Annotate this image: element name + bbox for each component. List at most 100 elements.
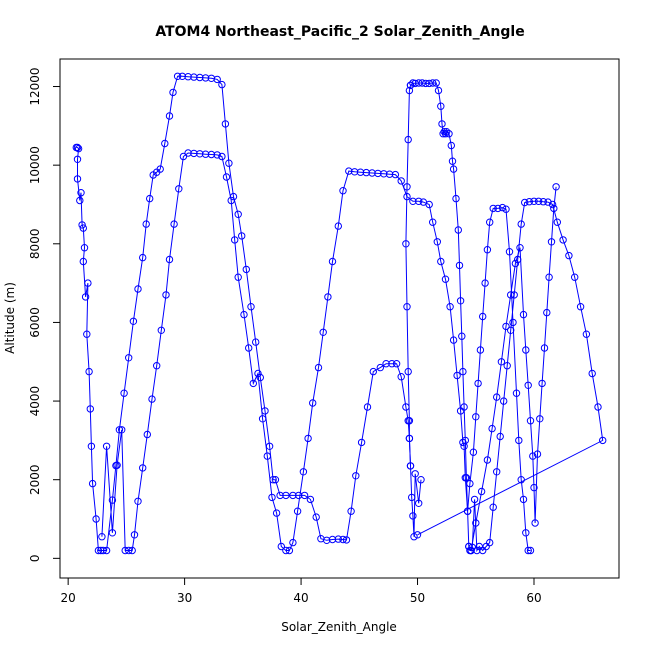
data-point	[73, 143, 82, 152]
data-point	[507, 326, 515, 334]
data-point	[467, 546, 475, 555]
data-point	[247, 303, 255, 311]
data-point	[84, 279, 92, 287]
data-point	[454, 226, 462, 234]
data-point	[410, 533, 418, 541]
data-point	[357, 438, 366, 447]
data-point	[277, 542, 285, 551]
data-point	[391, 170, 400, 179]
y-tick-label: 6000	[28, 307, 42, 338]
data-point	[87, 442, 96, 450]
data-point	[170, 220, 178, 228]
data-point	[408, 493, 416, 502]
data-point	[409, 512, 417, 520]
data-point	[489, 503, 497, 511]
data-point	[79, 224, 88, 232]
data-point	[312, 513, 320, 521]
data-point	[240, 310, 248, 319]
series-3	[406, 79, 607, 555]
data-point	[328, 257, 337, 266]
data-point	[449, 336, 458, 344]
data-point	[417, 476, 425, 484]
series-2	[98, 149, 535, 555]
y-tick-label: 2000	[28, 464, 42, 495]
data-point	[483, 456, 492, 464]
data-point	[184, 149, 192, 157]
data-point	[517, 220, 525, 228]
data-point	[404, 135, 412, 144]
data-point	[441, 275, 450, 283]
data-point	[512, 389, 521, 397]
data-point	[218, 152, 226, 161]
data-point	[225, 159, 233, 167]
data-point	[397, 373, 405, 381]
data-point	[282, 491, 290, 500]
data-point	[388, 360, 396, 368]
data-point	[249, 379, 258, 388]
data-point	[522, 529, 530, 537]
data-point	[125, 354, 133, 362]
data-point	[505, 248, 514, 256]
data-point	[222, 173, 231, 181]
data-point	[425, 79, 433, 88]
data-point	[139, 464, 147, 472]
data-point	[477, 487, 486, 496]
data-point	[142, 220, 150, 228]
data-point	[148, 395, 156, 403]
data-point	[362, 168, 370, 177]
data-point	[213, 151, 221, 159]
data-point	[403, 303, 411, 311]
data-point	[285, 546, 294, 555]
data-point	[456, 297, 465, 305]
data-point	[486, 218, 494, 226]
data-point	[304, 434, 312, 443]
data-point	[529, 452, 537, 460]
series-line	[405, 85, 411, 466]
data-point	[449, 165, 458, 173]
data-point	[129, 317, 138, 325]
data-point	[476, 346, 485, 354]
data-point	[231, 236, 239, 244]
data-point	[472, 519, 480, 527]
data-point	[271, 476, 280, 484]
x-tick-label: 30	[177, 591, 192, 605]
data-point	[165, 112, 174, 120]
data-point	[543, 308, 551, 317]
data-point	[550, 204, 558, 213]
data-point	[493, 393, 501, 401]
data-point	[99, 546, 107, 555]
data-point	[418, 79, 426, 87]
data-point	[80, 244, 89, 252]
data-point	[526, 417, 535, 425]
data-point	[458, 332, 466, 340]
data-point	[245, 344, 253, 352]
data-point	[175, 185, 183, 193]
data-point	[94, 546, 103, 555]
y-tick-label: 0	[28, 555, 42, 563]
data-point	[469, 448, 478, 456]
data-point	[376, 363, 384, 372]
data-point	[380, 170, 388, 178]
data-point	[392, 360, 401, 368]
data-point	[422, 79, 430, 88]
data-point	[538, 379, 546, 388]
data-point	[470, 495, 479, 504]
data-point	[218, 80, 226, 89]
data-point	[545, 273, 553, 281]
plot-frame	[59, 58, 620, 579]
data-point	[221, 120, 230, 128]
data-point	[405, 417, 414, 425]
data-point	[481, 279, 489, 287]
y-tick-label: 8000	[28, 229, 42, 260]
data-point	[385, 170, 394, 178]
data-point	[432, 79, 440, 87]
y-axis-label: Altitude (m)	[3, 282, 17, 354]
data-point	[434, 86, 443, 95]
data-point	[594, 403, 602, 411]
data-point	[455, 261, 464, 270]
data-point	[161, 139, 169, 148]
data-point	[309, 399, 317, 407]
data-point	[433, 238, 441, 246]
data-point	[413, 531, 422, 539]
